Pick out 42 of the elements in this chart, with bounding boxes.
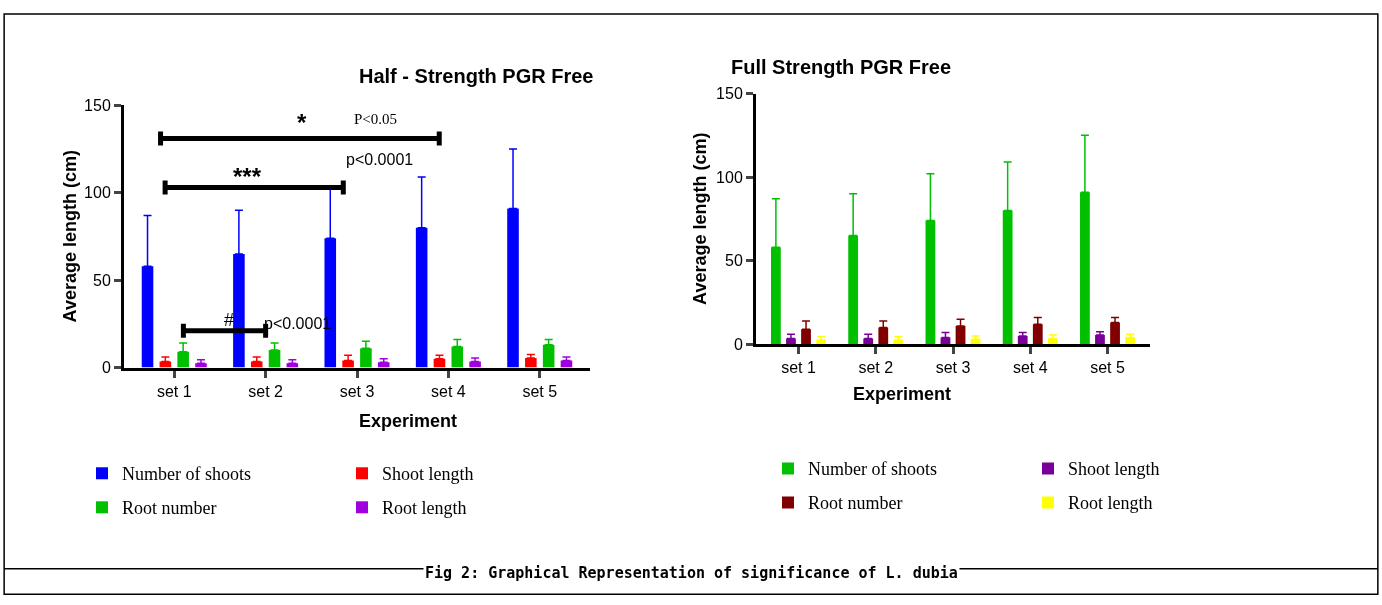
annotation: p<0.0001	[346, 151, 414, 168]
bar	[1047, 338, 1058, 345]
y-tick-label: 150	[716, 85, 743, 103]
annotation: P<0.05	[354, 111, 398, 127]
legend-label: Root number	[808, 493, 903, 514]
y-tick-label: 50	[93, 271, 111, 289]
x-tick-label: set 5	[1090, 359, 1125, 377]
legend-label: Number of shoots	[808, 459, 937, 480]
x-axis-title: Experiment	[359, 411, 458, 431]
x-tick-label: set 4	[1012, 359, 1048, 377]
x-tick-label: set 3	[339, 382, 375, 400]
legend-label: Shoot length	[1068, 459, 1160, 480]
annotation: ***	[233, 163, 262, 190]
bar	[1125, 337, 1135, 345]
y-tick-label: 0	[101, 359, 111, 377]
x-tick-label: set 2	[858, 359, 894, 377]
x-tick-label: set 5	[522, 382, 558, 400]
x-tick-label: set 2	[248, 382, 284, 400]
x-tick-label: set 1	[156, 382, 192, 400]
bar	[469, 361, 481, 368]
y-axis-title: Average length (cm)	[690, 132, 711, 305]
y-axis-title: Average length (cm)	[59, 150, 80, 323]
y-tick-label: 100	[716, 168, 743, 186]
bar	[525, 357, 537, 368]
chart-title: Half - Strength PGR Free	[359, 65, 594, 87]
chart-title: Full Strength PGR Free	[731, 56, 952, 78]
caption: Fig 2: Graphical Representation of significance of L. dubia	[425, 564, 958, 582]
legend-label: Root length	[382, 498, 467, 519]
legend-label: Root length	[1068, 493, 1153, 514]
y-tick-label: 150	[84, 96, 111, 114]
x-tick-label: set 4	[431, 382, 466, 400]
legend-label: Number of shoots	[122, 464, 251, 485]
legend-label: Root number	[122, 498, 217, 519]
x-axis-title: Experiment	[853, 384, 952, 404]
x-tick-label: set 1	[781, 359, 816, 377]
bar	[1095, 335, 1105, 345]
y-tick-label: 50	[725, 252, 743, 270]
x-tick-label: set 3	[935, 359, 971, 377]
annotation: *	[297, 109, 307, 136]
y-tick-label: 100	[84, 184, 111, 202]
legend-label: Shoot length	[382, 464, 474, 485]
y-tick-label: 0	[733, 335, 743, 353]
